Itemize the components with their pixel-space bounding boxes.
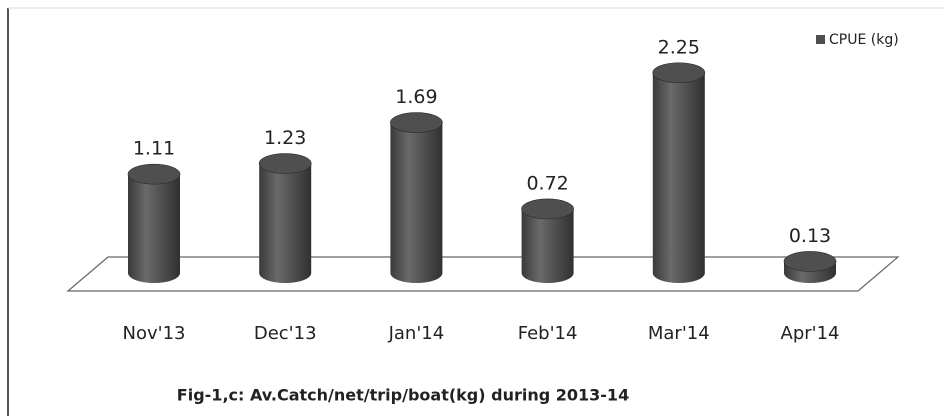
bar [783, 251, 837, 283]
x-tick-label: Nov'13 [123, 323, 186, 344]
x-tick-label: Apr'14 [781, 323, 840, 344]
data-label: 0.13 [789, 225, 831, 247]
x-tick-label: Mar'14 [648, 323, 710, 344]
bar [521, 198, 574, 283]
bar-part [259, 163, 312, 283]
bar [258, 153, 312, 283]
bar-part [390, 112, 443, 133]
bar [127, 163, 181, 283]
x-tick-label: Feb'14 [518, 323, 578, 344]
floor [66, 256, 900, 292]
legend-swatch [816, 35, 825, 44]
chart-title: Fig-1,c: Av.Catch/net/trip/boat(kg) duri… [177, 386, 629, 405]
bar-part [783, 251, 837, 272]
bar-part [652, 72, 705, 283]
bar-part [128, 174, 180, 283]
data-label: 0.72 [526, 172, 568, 194]
data-label: 1.23 [264, 127, 306, 149]
bar-part [521, 208, 574, 283]
bar [390, 112, 443, 283]
data-label: 1.11 [133, 138, 175, 160]
bar-part [652, 62, 706, 84]
bar-part [390, 122, 443, 283]
x-tick-label: Dec'13 [254, 323, 317, 344]
legend-label: CPUE (kg) [829, 32, 899, 48]
bar-part [258, 153, 312, 174]
bar-part [521, 198, 574, 220]
x-tick-label: Jan'14 [388, 323, 445, 344]
bar-part [127, 163, 181, 185]
data-label: 1.69 [395, 86, 437, 108]
data-label: 2.25 [658, 36, 700, 58]
bar [652, 62, 706, 283]
